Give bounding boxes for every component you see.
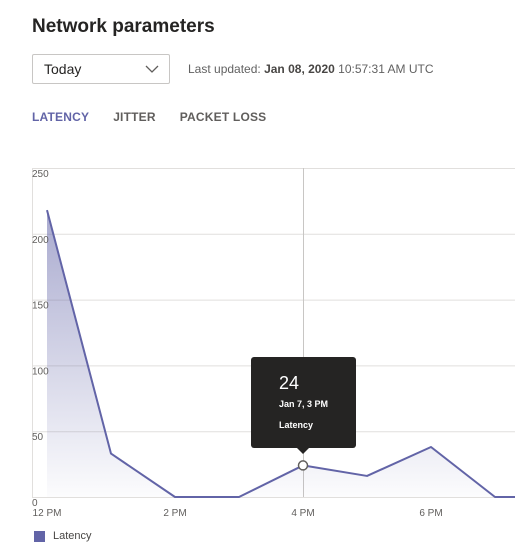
chevron-down-icon xyxy=(145,65,159,73)
y-tick-label: 150 xyxy=(32,301,49,312)
time-range-value: Today xyxy=(44,61,82,77)
last-updated-date: Jan 08, 2020 xyxy=(264,62,335,76)
tab-packet-loss[interactable]: PACKET LOSS xyxy=(179,110,267,124)
x-tick-label: 6 PM xyxy=(419,508,442,519)
y-tick-label: 0 xyxy=(32,498,38,509)
legend-swatch-latency xyxy=(34,530,45,542)
tab-jitter[interactable]: JITTER xyxy=(113,110,156,124)
chart-tooltip: 24 Jan 7, 3 PM Latency xyxy=(251,357,356,454)
tooltip-value: 24 xyxy=(279,373,300,393)
y-tick-label: 200 xyxy=(32,235,49,246)
time-range-dropdown[interactable]: Today xyxy=(32,54,170,84)
last-updated-label: Last updated: xyxy=(188,62,261,76)
last-updated-time: 10:57:31 AM UTC xyxy=(338,62,434,76)
series-area-latency xyxy=(47,210,515,497)
tab-latency[interactable]: LATENCY xyxy=(32,110,90,124)
y-tick-label: 100 xyxy=(32,366,49,377)
series-line-latency xyxy=(46,209,515,498)
tooltip-series: Latency xyxy=(279,420,314,430)
x-tick-label: 2 PM xyxy=(163,508,186,519)
metric-tabs: LATENCY JITTER PACKET LOSS xyxy=(32,110,290,126)
last-updated: Last updated: Jan 08, 2020 10:57:31 AM U… xyxy=(188,62,434,76)
chart-legend: Latency xyxy=(34,530,92,542)
x-tick-label: 12 PM xyxy=(33,508,62,519)
highlight-point xyxy=(297,460,309,471)
x-tick-label: 4 PM xyxy=(291,508,314,519)
legend-label-latency: Latency xyxy=(53,530,92,542)
y-tick-label: 250 xyxy=(32,169,49,180)
tooltip-time: Jan 7, 3 PM xyxy=(279,399,329,409)
y-tick-label: 50 xyxy=(32,432,44,443)
page-title: Network parameters xyxy=(32,16,215,37)
